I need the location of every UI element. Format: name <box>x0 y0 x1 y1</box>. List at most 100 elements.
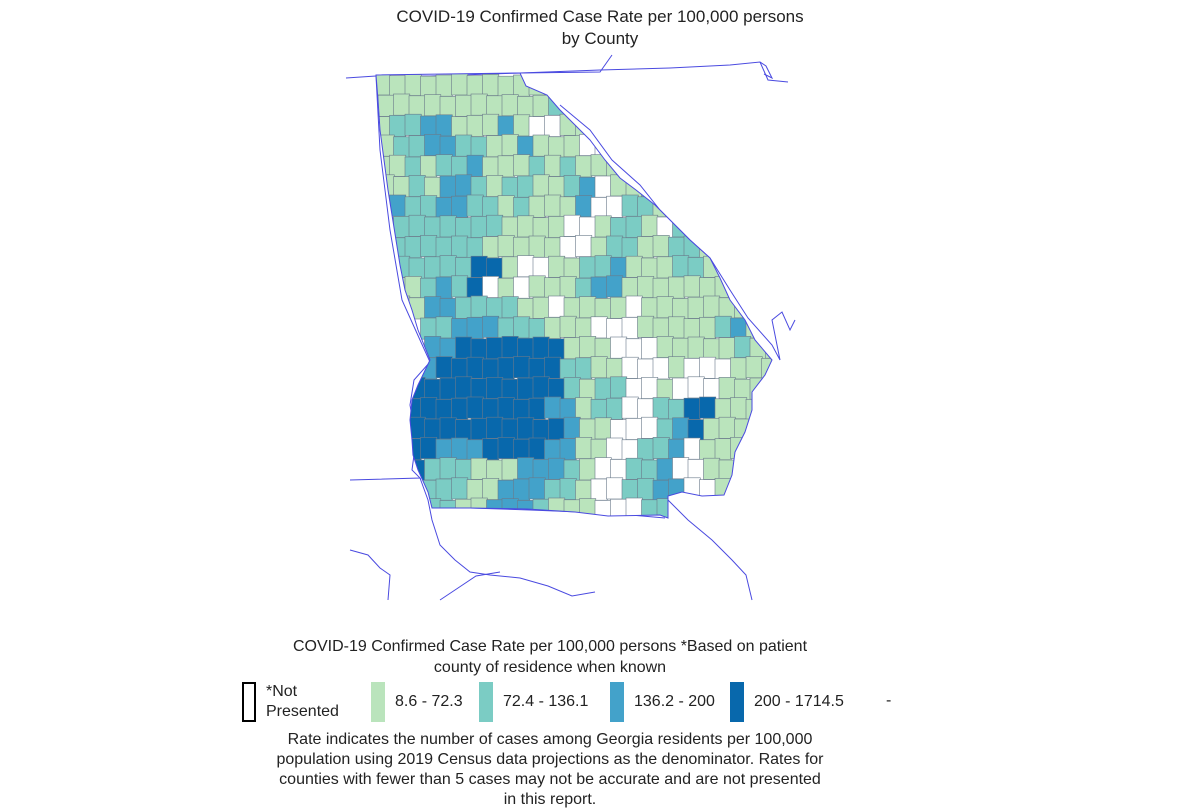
county-polygon <box>548 418 566 440</box>
county-polygon <box>404 276 422 298</box>
county-polygon <box>745 438 763 461</box>
county-polygon <box>672 215 690 238</box>
county-polygon <box>575 195 593 218</box>
county-polygon <box>718 337 736 360</box>
county-polygon <box>575 437 593 459</box>
county-polygon <box>513 438 531 461</box>
county-polygon <box>470 338 488 361</box>
county-polygon <box>687 498 705 518</box>
county-polygon <box>687 257 705 279</box>
county-polygon <box>699 317 717 339</box>
county-polygon <box>668 276 686 299</box>
county-polygon <box>656 418 674 441</box>
county-polygon <box>532 419 550 442</box>
county-polygon <box>377 296 395 319</box>
county-polygon <box>683 358 701 380</box>
county-polygon <box>621 277 639 300</box>
county-polygon <box>714 398 732 421</box>
county-polygon <box>621 439 639 462</box>
county-polygon <box>703 457 721 480</box>
county-polygon <box>730 277 748 300</box>
county-polygon <box>579 216 597 239</box>
county-polygon <box>594 457 612 480</box>
county-polygon <box>668 478 686 501</box>
county-polygon <box>594 255 612 278</box>
county-polygon <box>563 459 581 482</box>
county-polygon <box>745 356 763 379</box>
county-polygon <box>486 459 504 482</box>
county-polygon <box>528 73 546 96</box>
legend-label-mid-high: 136.2 - 200 <box>634 693 715 710</box>
county-polygon <box>563 297 581 320</box>
county-polygon <box>563 135 581 158</box>
county-polygon <box>559 315 577 338</box>
county-polygon <box>548 136 566 159</box>
county-polygon <box>424 134 442 156</box>
county-polygon <box>594 500 612 518</box>
county-polygon <box>466 396 484 419</box>
county-polygon <box>579 336 597 358</box>
county-polygon <box>641 175 659 197</box>
county-polygon <box>683 477 701 500</box>
map-title-line2: by County <box>561 29 639 48</box>
county-polygon <box>435 478 453 501</box>
county-polygon <box>532 134 550 157</box>
county-polygon <box>606 318 624 341</box>
county-polygon <box>497 397 515 420</box>
county-polygon <box>652 277 670 300</box>
county-polygon <box>466 115 484 137</box>
county-polygon <box>451 358 469 380</box>
county-polygon <box>517 175 535 198</box>
county-polygon <box>451 397 469 420</box>
county-polygon <box>637 478 655 500</box>
county-polygon <box>672 298 690 320</box>
county-polygon <box>730 479 748 502</box>
county-polygon <box>559 438 577 461</box>
county-polygon <box>559 196 577 219</box>
county-polygon <box>625 295 643 318</box>
county-polygon <box>470 136 488 159</box>
county-polygon <box>548 378 566 401</box>
nc-border-line <box>519 61 789 83</box>
county-polygon <box>470 457 488 480</box>
county-polygon <box>439 215 457 238</box>
county-polygon <box>730 437 748 459</box>
county-polygon <box>501 378 519 401</box>
county-polygon <box>621 479 639 502</box>
county-polygon <box>532 94 550 117</box>
county-polygon <box>393 176 411 199</box>
county-polygon <box>513 478 531 501</box>
county-polygon <box>563 337 581 360</box>
county-polygon <box>579 458 597 481</box>
county-polygon <box>466 479 484 502</box>
county-polygon <box>482 478 500 500</box>
county-layer <box>376 73 772 518</box>
county-polygon <box>517 500 535 518</box>
county-polygon <box>559 478 577 500</box>
county-polygon <box>404 236 422 259</box>
county-polygon <box>532 174 550 197</box>
county-polygon <box>606 195 624 218</box>
county-polygon <box>486 337 504 360</box>
county-polygon <box>455 296 473 319</box>
county-polygon <box>486 297 504 320</box>
county-polygon <box>513 197 531 219</box>
county-polygon <box>594 417 612 440</box>
county-polygon <box>451 73 469 96</box>
county-polygon <box>637 438 655 461</box>
county-polygon <box>455 134 473 157</box>
county-polygon <box>544 237 562 260</box>
legend-item-mid-high: 136.2 - 200 <box>610 682 715 722</box>
county-polygon <box>408 214 426 237</box>
county-polygon <box>730 397 748 420</box>
county-polygon <box>451 318 469 341</box>
county-polygon <box>466 277 484 300</box>
county-polygon <box>497 479 515 502</box>
county-polygon <box>451 275 469 298</box>
county-polygon <box>637 236 655 259</box>
legend-item-not-presented: *Not Presented <box>242 682 339 722</box>
county-polygon <box>420 437 438 459</box>
county-polygon <box>532 336 550 359</box>
county-polygon <box>528 235 546 258</box>
county-polygon <box>745 399 763 421</box>
